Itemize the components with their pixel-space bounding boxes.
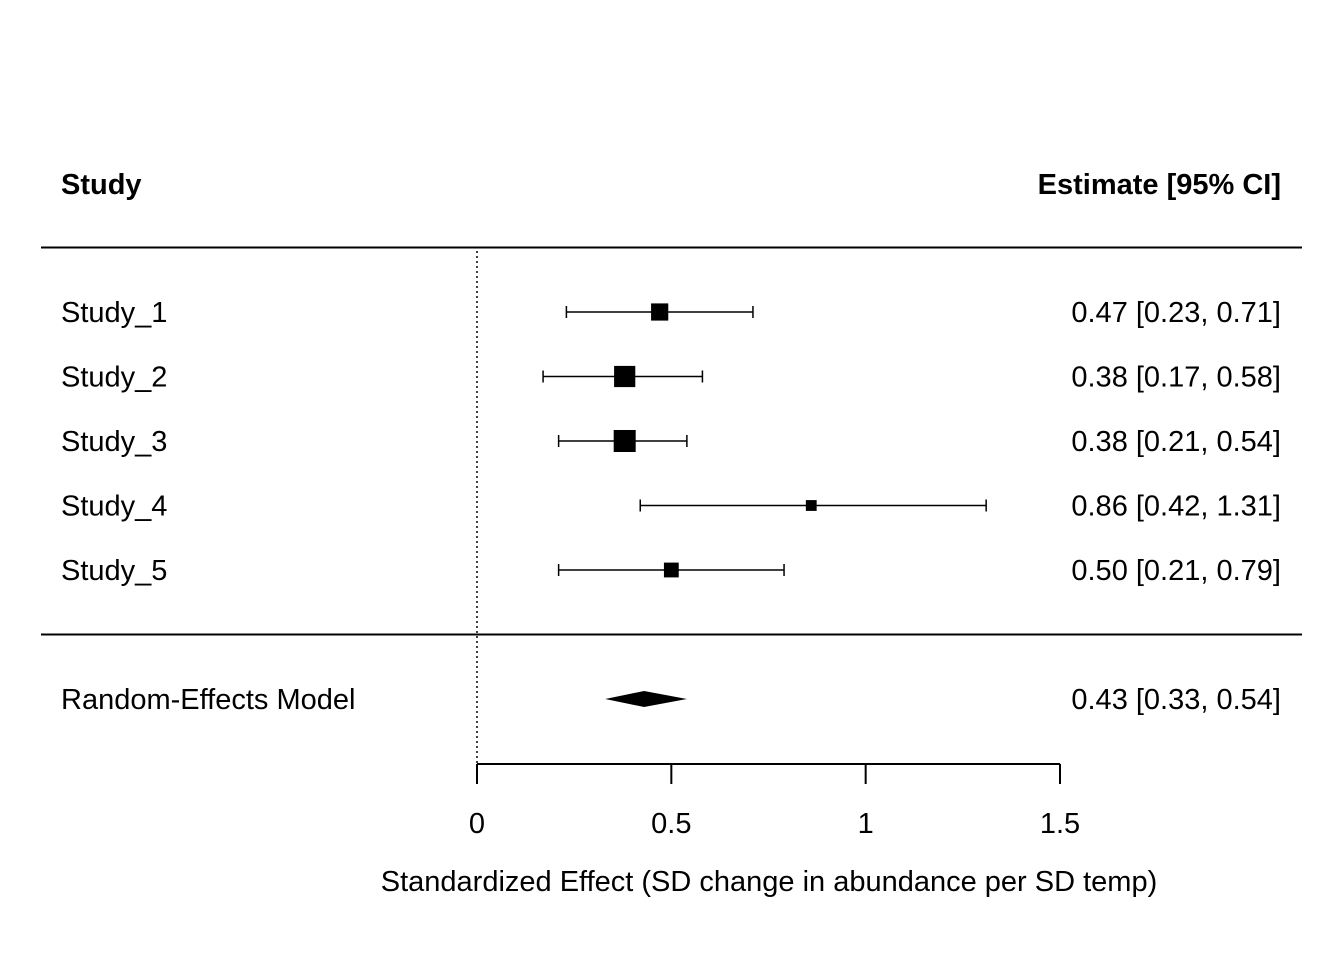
point-estimate bbox=[805, 500, 817, 511]
estimate-text: 0.50 [0.21, 0.79] bbox=[1071, 555, 1281, 587]
estimate-column-header: Estimate [95% CI] bbox=[1038, 169, 1281, 201]
study-label: Study_3 bbox=[61, 426, 167, 458]
point-estimate bbox=[663, 562, 679, 578]
estimate-text: 0.47 [0.23, 0.71] bbox=[1071, 297, 1281, 329]
x-tick-label: 1 bbox=[858, 808, 874, 840]
study-label: Study_5 bbox=[61, 555, 167, 587]
study-column-header: Study bbox=[61, 169, 142, 201]
x-tick-label: 0.5 bbox=[651, 808, 691, 840]
estimate-text: 0.86 [0.42, 1.31] bbox=[1071, 491, 1281, 523]
x-tick-label: 1.5 bbox=[1040, 808, 1080, 840]
point-estimate bbox=[613, 430, 636, 452]
estimate-text: 0.38 [0.21, 0.54] bbox=[1071, 426, 1281, 458]
summary-label: Random-Effects Model bbox=[61, 684, 355, 716]
x-axis-label: Standardized Effect (SD change in abunda… bbox=[381, 866, 1158, 898]
study-label: Study_1 bbox=[61, 297, 167, 329]
point-estimate bbox=[651, 303, 669, 321]
study-label: Study_4 bbox=[61, 491, 167, 523]
x-tick-label: 0 bbox=[469, 808, 485, 840]
summary-diamond bbox=[605, 691, 687, 707]
study-label: Study_2 bbox=[61, 362, 167, 394]
estimate-text: 0.38 [0.17, 0.58] bbox=[1071, 362, 1281, 394]
point-estimate bbox=[614, 365, 636, 388]
summary-estimate-text: 0.43 [0.33, 0.54] bbox=[1071, 684, 1281, 716]
